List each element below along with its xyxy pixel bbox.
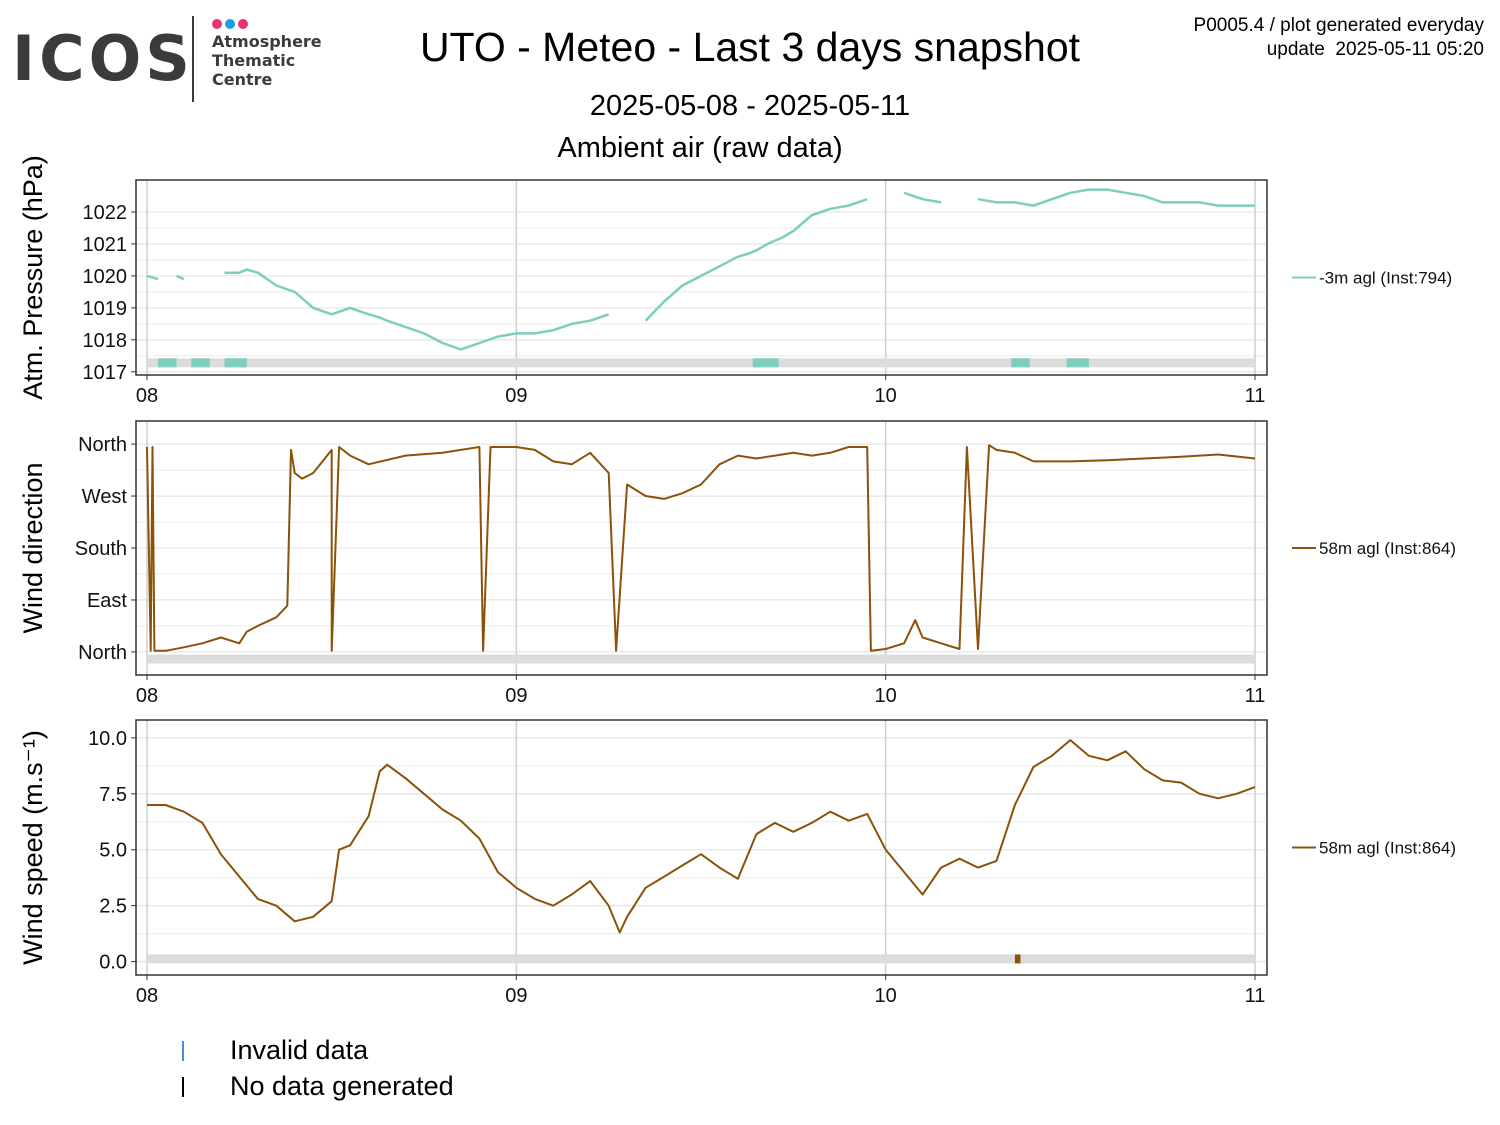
y-tick-label: 1019 xyxy=(83,298,128,320)
series-line-0 xyxy=(146,444,1256,652)
flag-band xyxy=(147,358,1255,368)
no-data-mark xyxy=(182,1077,184,1097)
flag-segment xyxy=(224,358,247,368)
y-tick-label: North xyxy=(78,434,127,456)
y-tick-label: East xyxy=(87,590,127,612)
series-line-0 xyxy=(147,739,1256,934)
logo-dot-2 xyxy=(238,19,248,29)
series-line-0 xyxy=(146,188,1255,351)
logo-line-2: Thematic xyxy=(212,51,296,70)
plot-background xyxy=(136,180,1267,375)
y-axis-label: Wind speed (m.s⁻¹) xyxy=(18,730,48,965)
legend-invalid-label: Invalid data xyxy=(230,1035,369,1065)
plot-background xyxy=(136,720,1267,975)
legend-label: -3m agl (Inst:794) xyxy=(1319,269,1452,288)
y-tick-label: North xyxy=(78,642,127,664)
logo-line-3: Centre xyxy=(212,70,273,89)
x-tick-label: 09 xyxy=(505,985,527,1007)
plot-frame xyxy=(135,420,1268,676)
logo-line-1: Atmosphere xyxy=(212,32,322,51)
logo-subtitle: Atmosphere Thematic Centre xyxy=(212,32,322,89)
flag-segment xyxy=(147,654,1255,664)
x-tick-label: 09 xyxy=(505,685,527,707)
legend-no-data-label: No data generated xyxy=(230,1071,454,1101)
chart-panel-2: 0.0 2.5 5.0 7.5 10.0 08 09 10 11 Wind speed (m.s⁻… xyxy=(18,719,1456,1007)
chart-panel-1: North East South West North 08 09 10 11 Wind dire… xyxy=(18,420,1456,707)
update-timestamp: update 2025-05-11 05:20 xyxy=(1266,39,1484,60)
y-tick-label: South xyxy=(75,538,127,560)
invalid-data-mark xyxy=(182,1041,184,1061)
logo-dots-icon xyxy=(212,16,251,29)
logo-dot-0 xyxy=(212,19,222,29)
page-title: UTO - Meteo - Last 3 days snapshot xyxy=(419,24,1081,70)
x-tick-label: 11 xyxy=(1245,685,1266,707)
plot-frame xyxy=(135,719,1268,976)
x-tick-label: 08 xyxy=(136,385,158,407)
y-tick-label: West xyxy=(82,486,128,508)
flag-segment xyxy=(158,358,177,368)
x-tick-label: 10 xyxy=(875,385,897,407)
x-tick-label: 10 xyxy=(875,685,897,707)
y-tick-label: 1021 xyxy=(83,234,128,256)
plot-id: P0005.4 / plot generated everyday xyxy=(1193,15,1484,36)
logo-divider xyxy=(192,16,194,102)
legend-label: 58m agl (Inst:864) xyxy=(1319,839,1456,858)
plot-frame xyxy=(135,179,1268,376)
logo-wordmark: ICOS xyxy=(12,22,194,95)
x-tick-label: 08 xyxy=(136,985,158,1007)
y-tick-label: 1022 xyxy=(83,202,128,224)
y-tick-label: 10.0 xyxy=(88,728,127,750)
flag-segment xyxy=(1014,954,1021,964)
legend-no-data: No data generated xyxy=(170,1068,454,1104)
y-axis-label: Wind direction xyxy=(18,462,48,633)
legend-invalid-data: Invalid data xyxy=(170,1032,454,1068)
x-tick-label: 09 xyxy=(505,385,527,407)
x-tick-label: 08 xyxy=(136,685,158,707)
date-range: 2025-05-08 - 2025-05-11 xyxy=(589,90,911,122)
x-tick-label: 11 xyxy=(1245,985,1266,1007)
y-tick-label: 5.0 xyxy=(99,840,127,862)
y-tick-label: 0.0 xyxy=(99,952,127,974)
flag-segment xyxy=(191,358,210,368)
y-axis-label: Atm. Pressure (hPa) xyxy=(18,155,48,400)
logo-dot-1 xyxy=(225,19,235,29)
flag-legend: Invalid data No data generated xyxy=(170,1032,454,1104)
x-tick-label: 11 xyxy=(1245,385,1266,407)
flag-segment xyxy=(1011,358,1030,368)
chart-panel-0: 1017 1018 1019 1020 1021 1022 08 09 10 11 Atm. Pre… xyxy=(18,155,1452,407)
section-title: Ambient air (raw data) xyxy=(557,132,843,164)
flag-segment xyxy=(752,358,779,368)
x-tick-label: 10 xyxy=(875,985,897,1007)
icos-logo: ICOS Atmosphere Thematic Centre xyxy=(10,12,330,107)
y-tick-label: 7.5 xyxy=(99,784,127,806)
flag-band xyxy=(147,954,1255,964)
y-tick-label: 1017 xyxy=(83,362,128,384)
y-tick-label: 2.5 xyxy=(99,896,127,918)
y-tick-label: 1018 xyxy=(83,330,128,352)
flag-segment xyxy=(1066,358,1089,368)
legend-label: 58m agl (Inst:864) xyxy=(1319,539,1456,558)
y-tick-label: 1020 xyxy=(83,266,128,288)
plot-metadata: P0005.4 / plot generated everyday update… xyxy=(1194,14,1484,62)
